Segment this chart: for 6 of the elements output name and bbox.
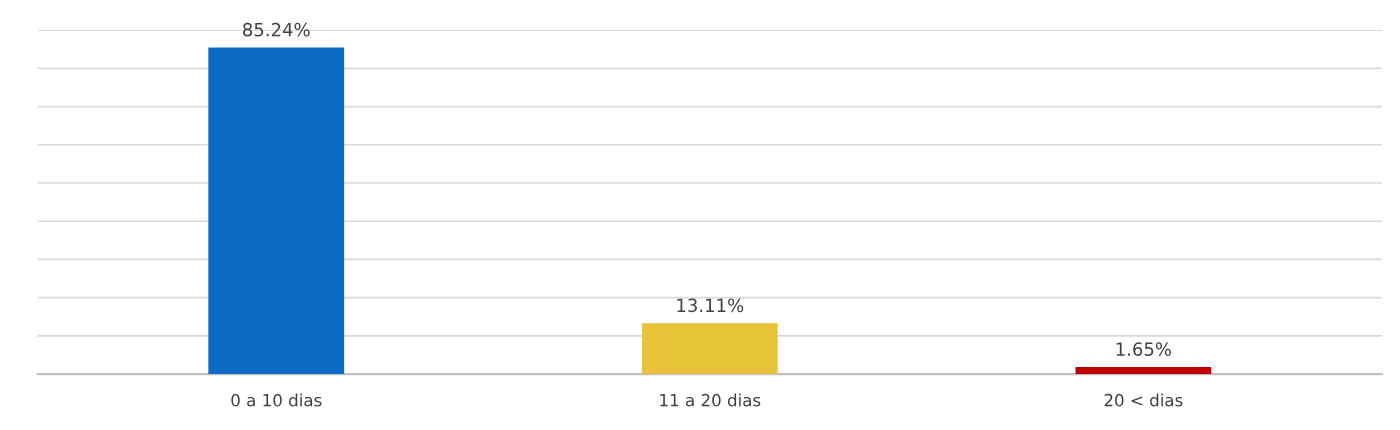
data-label: 85.24% — [243, 22, 310, 37]
x-tick-label: 20 < dias — [1104, 393, 1183, 407]
data-label: 1.65% — [1116, 342, 1172, 356]
x-tick-label: 0 a 10 dias — [231, 393, 322, 407]
data-label: 13.11% — [677, 298, 744, 313]
x-tick-label: 11 a 20 dias — [660, 393, 761, 407]
